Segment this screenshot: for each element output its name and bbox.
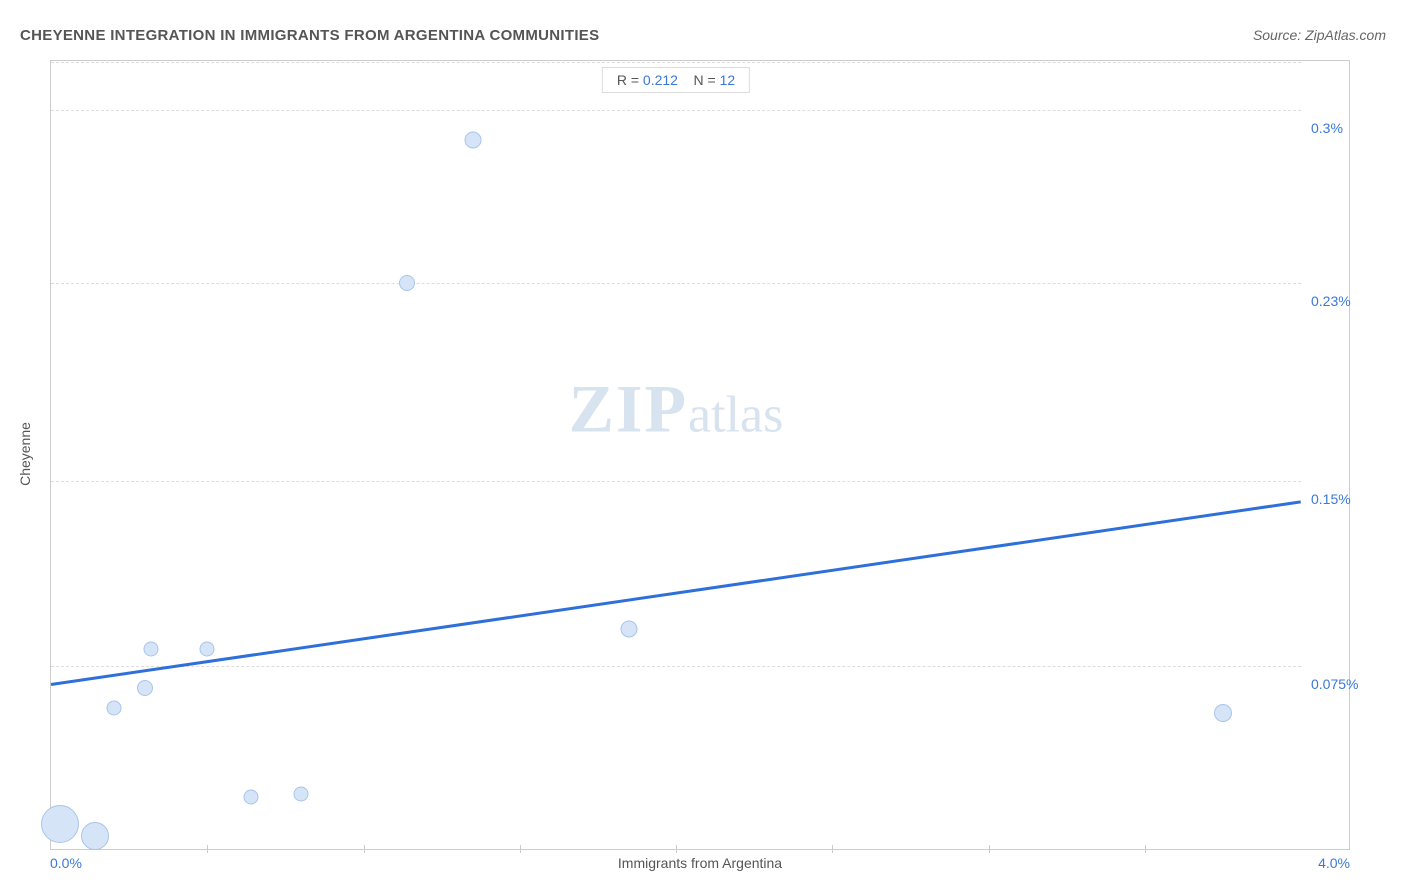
- stat-n-value: 12: [720, 72, 736, 88]
- stat-r-label: R =: [617, 72, 639, 88]
- data-point: [244, 789, 259, 804]
- watermark-part1: ZIP: [569, 370, 688, 446]
- chart-container: ZIPatlas R = 0.212 N = 12 0.075%0.15%0.2…: [50, 60, 1350, 850]
- x-start-label: 0.0%: [50, 855, 82, 871]
- watermark: ZIPatlas: [569, 369, 784, 448]
- x-axis-title: Immigrants from Argentina: [618, 855, 782, 871]
- gridline: [51, 110, 1301, 111]
- x-tick: [207, 845, 208, 853]
- x-tick: [989, 845, 990, 853]
- data-point: [41, 805, 79, 843]
- trendline: [51, 500, 1301, 686]
- data-point: [399, 275, 415, 291]
- y-tick-label: 0.3%: [1311, 120, 1343, 136]
- x-tick: [364, 845, 365, 853]
- data-point: [106, 700, 121, 715]
- data-point: [621, 620, 638, 637]
- x-tick: [676, 845, 677, 853]
- x-axis-labels: 0.0% Immigrants from Argentina 4.0%: [50, 855, 1350, 885]
- x-end-label: 4.0%: [1318, 855, 1350, 871]
- watermark-part2: atlas: [688, 386, 783, 443]
- gridline: [51, 666, 1301, 667]
- data-point: [200, 641, 215, 656]
- data-point: [144, 641, 159, 656]
- data-point: [137, 680, 153, 696]
- x-axis-ticks: [51, 839, 1301, 849]
- stat-n-label: N =: [694, 72, 716, 88]
- y-axis-labels: 0.075% 0.15% 0.23% 0.3%: [1311, 61, 1371, 851]
- gridline: [51, 62, 1301, 63]
- x-tick: [520, 845, 521, 853]
- data-point: [294, 787, 309, 802]
- x-tick: [1145, 845, 1146, 853]
- plot-area: ZIPatlas R = 0.212 N = 12: [51, 61, 1301, 851]
- stats-box: R = 0.212 N = 12: [602, 67, 750, 93]
- y-tick-label: 0.15%: [1311, 491, 1351, 507]
- gridline: [51, 283, 1301, 284]
- data-point: [1214, 704, 1232, 722]
- data-point: [464, 132, 481, 149]
- gridline: [51, 481, 1301, 482]
- header: CHEYENNE INTEGRATION IN IMMIGRANTS FROM …: [20, 20, 1386, 50]
- x-tick: [832, 845, 833, 853]
- source-label: Source: ZipAtlas.com: [1253, 27, 1386, 43]
- y-tick-label: 0.075%: [1311, 676, 1358, 692]
- chart-title: CHEYENNE INTEGRATION IN IMMIGRANTS FROM …: [20, 27, 599, 44]
- y-axis-title: Cheyenne: [17, 422, 33, 486]
- stat-r-value: 0.212: [643, 72, 678, 88]
- y-tick-label: 0.23%: [1311, 293, 1351, 309]
